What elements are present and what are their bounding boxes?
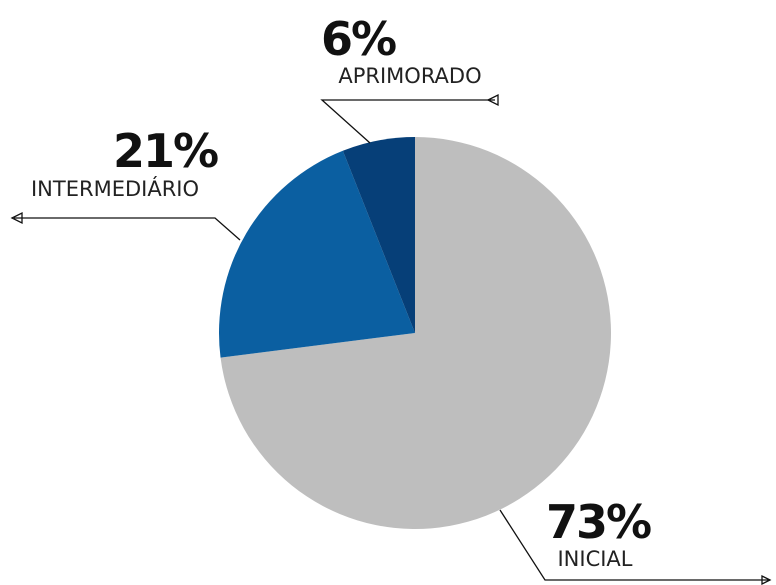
value-label: 21% [113, 124, 218, 178]
value-label: 6% [321, 12, 396, 66]
pie-slice [342, 137, 415, 333]
leader-line [499, 509, 770, 581]
leader-arrow [486, 93, 499, 107]
pie-slice [218, 150, 415, 358]
category-label: INICIAL [557, 547, 632, 571]
leader-line [320, 99, 495, 144]
leader-arrow [761, 574, 772, 585]
value-label: 73% [546, 495, 651, 549]
leader-line [14, 217, 241, 241]
category-label: APRIMORADO [338, 64, 481, 88]
leader-arrow [10, 211, 23, 225]
category-label: INTERMEDIÁRIO [31, 176, 199, 201]
pie-slice [220, 137, 611, 529]
